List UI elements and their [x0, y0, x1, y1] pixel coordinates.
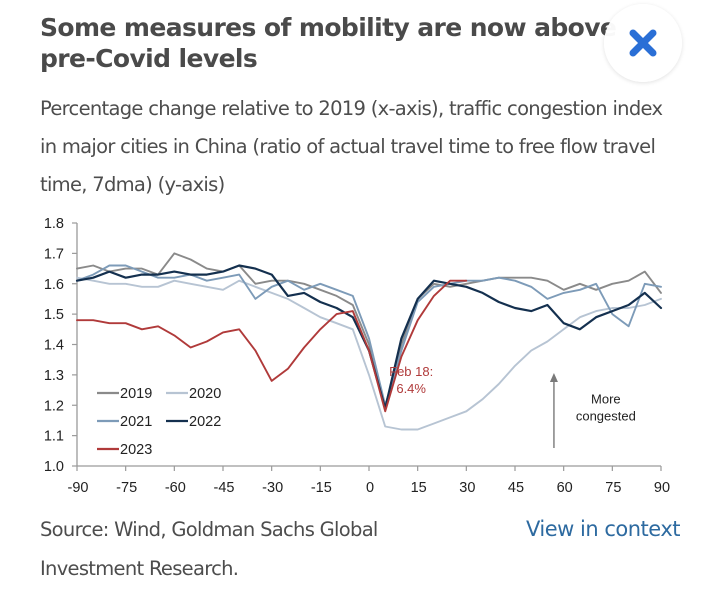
congestion-arrow-head — [549, 373, 558, 382]
legend-label-2019: 2019 — [120, 386, 152, 402]
x-tick-label: 30 — [459, 480, 475, 496]
x-tick-label: 90 — [654, 480, 670, 496]
y-tick-label: 1.8 — [44, 216, 64, 232]
x-tick-label: -75 — [116, 480, 137, 496]
source-note: Source: Wind, Goldman Sachs Global Inves… — [40, 518, 378, 580]
legend-label-2023: 2023 — [120, 442, 152, 458]
chart-subtitle: Percentage change relative to 2019 (x-ax… — [40, 97, 663, 196]
x-tick-label: -90 — [68, 480, 89, 496]
series-line-2020 — [76, 276, 662, 431]
view-in-context-link[interactable]: View in context — [526, 517, 680, 541]
annotation-text: More — [591, 391, 621, 406]
y-tick-label: 1.7 — [44, 246, 64, 262]
x-tick-label: -60 — [165, 480, 186, 496]
y-tick-label: 1.3 — [44, 368, 64, 384]
close-button[interactable] — [604, 4, 682, 82]
series-line-2023 — [76, 279, 468, 413]
legend-label-2021: 2021 — [120, 414, 152, 430]
x-tick-label: 75 — [605, 480, 621, 496]
y-tick-label: 1.5 — [44, 307, 64, 323]
y-tick-label: 1.0 — [44, 459, 64, 475]
x-tick-label: 45 — [508, 480, 524, 496]
x-tick-label: 60 — [557, 480, 573, 496]
annotation-text: 6.4% — [396, 381, 426, 396]
annotation-text: congested — [576, 408, 636, 423]
y-tick-label: 1.2 — [44, 398, 64, 414]
close-x-icon — [629, 29, 657, 57]
line-chart: 1.0 1.1 1.2 1.3 1.4 1.5 1.6 1.7 1.8 -90 -75 -60 -45 -… — [44, 216, 670, 496]
y-tick-label: 1.6 — [44, 277, 64, 293]
y-tick-label: 1.1 — [44, 429, 64, 445]
x-tick-label: -30 — [262, 480, 283, 496]
legend-label-2020: 2020 — [189, 386, 221, 402]
legend-label-2022: 2022 — [189, 414, 221, 430]
annotation-text: Feb 18: — [389, 364, 433, 379]
x-tick-label: -45 — [214, 480, 235, 496]
chart-title: Some measures of mobility are now above … — [40, 13, 617, 73]
x-tick-label: -15 — [311, 480, 332, 496]
series-line-2019 — [76, 252, 662, 410]
y-tick-label: 1.4 — [44, 338, 64, 354]
series-line-2021 — [76, 264, 662, 407]
chart-area: 1.0 1.1 1.2 1.3 1.4 1.5 1.6 1.7 1.8 -90 -75 -60 -45 -… — [0, 210, 720, 500]
x-tick-label: 0 — [366, 480, 374, 496]
x-tick-label: 15 — [411, 480, 427, 496]
